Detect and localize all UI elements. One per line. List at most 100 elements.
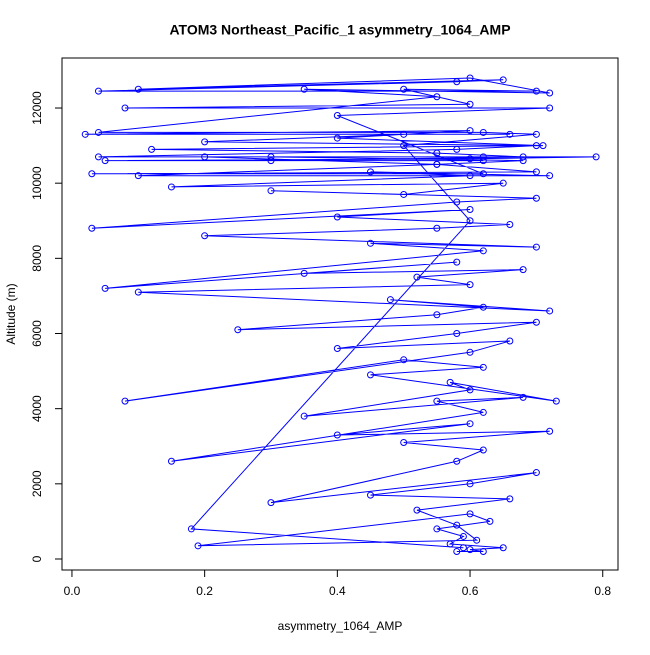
data-point [333, 431, 341, 439]
data-point [466, 348, 474, 356]
data-point [453, 330, 461, 338]
data-point [519, 153, 527, 161]
data-point [479, 408, 487, 416]
data-point [400, 190, 408, 198]
data-point [386, 296, 394, 304]
data-point [201, 232, 209, 240]
data-point [466, 172, 474, 180]
data-point [267, 153, 275, 161]
data-point [187, 525, 195, 533]
data-point [532, 130, 540, 138]
data-point [453, 521, 461, 529]
data-point [506, 221, 514, 229]
y-axis-label: Altitude (m) [4, 283, 18, 344]
data-point [333, 112, 341, 120]
data-point [466, 74, 474, 82]
data-point [367, 371, 375, 379]
data-point [433, 93, 441, 101]
x-axis-label: asymmetry_1064_AMP [278, 619, 403, 633]
y-tick-label: 2000 [30, 470, 44, 497]
data-point [101, 157, 109, 165]
data-point [148, 145, 156, 153]
data-point [201, 153, 209, 161]
data-point [466, 386, 474, 394]
data-point [453, 258, 461, 266]
data-point [201, 138, 209, 146]
data-point [413, 273, 421, 281]
y-tick-label: 6000 [30, 320, 44, 347]
data-point [479, 153, 487, 161]
y-tick-label: 0 [30, 555, 44, 562]
data-point [459, 532, 467, 540]
data-point [134, 288, 142, 296]
data-point [506, 130, 514, 138]
data-point [134, 85, 142, 93]
data-point [121, 397, 129, 405]
y-tick-label: 4000 [30, 395, 44, 422]
data-point [446, 540, 454, 548]
data-point [532, 168, 540, 176]
data-point [94, 128, 102, 136]
data-point [519, 393, 527, 401]
data-point [466, 480, 474, 488]
data-point [466, 546, 474, 554]
data-point [433, 149, 441, 157]
data-point [532, 318, 540, 326]
data-line [85, 77, 597, 552]
data-point [466, 127, 474, 135]
data-point [433, 397, 441, 405]
x-tick-label: 0.6 [462, 584, 479, 598]
x-tick-label: 0.0 [64, 584, 81, 598]
data-point [539, 142, 547, 150]
data-point [532, 87, 540, 95]
data-point [546, 89, 554, 97]
x-tick-label: 0.4 [329, 584, 346, 598]
data-point [267, 499, 275, 507]
data-point [453, 198, 461, 206]
data-point [400, 142, 408, 150]
data-point [506, 495, 514, 503]
data-point [499, 76, 507, 84]
data-point [234, 326, 242, 334]
data-point [459, 544, 467, 552]
data-point [267, 157, 275, 165]
data-point [413, 506, 421, 514]
data-point [466, 205, 474, 213]
data-point [466, 420, 474, 428]
data-point [466, 100, 474, 108]
data-point [81, 130, 89, 138]
data-point [499, 179, 507, 187]
data-point [479, 303, 487, 311]
data-point [532, 243, 540, 251]
plot-box [61, 57, 619, 571]
y-tick-label: 12000 [30, 91, 44, 125]
chart-title: ATOM3 Northeast_Pacific_1 asymmetry_1064… [169, 22, 510, 38]
data-point [466, 217, 474, 225]
data-point [134, 172, 142, 180]
data-point [400, 438, 408, 446]
data-point [479, 128, 487, 136]
data-point [479, 157, 487, 165]
data-point [466, 510, 474, 518]
data-point [453, 78, 461, 86]
data-point [532, 142, 540, 150]
data-point [532, 194, 540, 202]
data-point [453, 145, 461, 153]
data-point [453, 547, 461, 555]
data-point [300, 412, 308, 420]
data-point [546, 104, 554, 112]
data-point [101, 284, 109, 292]
data-point [194, 542, 202, 550]
data-point [546, 427, 554, 435]
data-point [552, 397, 560, 405]
data-point [300, 85, 308, 93]
data-point [167, 457, 175, 465]
x-tick-label: 0.8 [594, 584, 611, 598]
x-tick-label: 0.2 [196, 584, 213, 598]
data-point [433, 311, 441, 319]
data-point [94, 87, 102, 95]
data-point [479, 547, 487, 555]
data-point [300, 269, 308, 277]
data-point [592, 153, 600, 161]
